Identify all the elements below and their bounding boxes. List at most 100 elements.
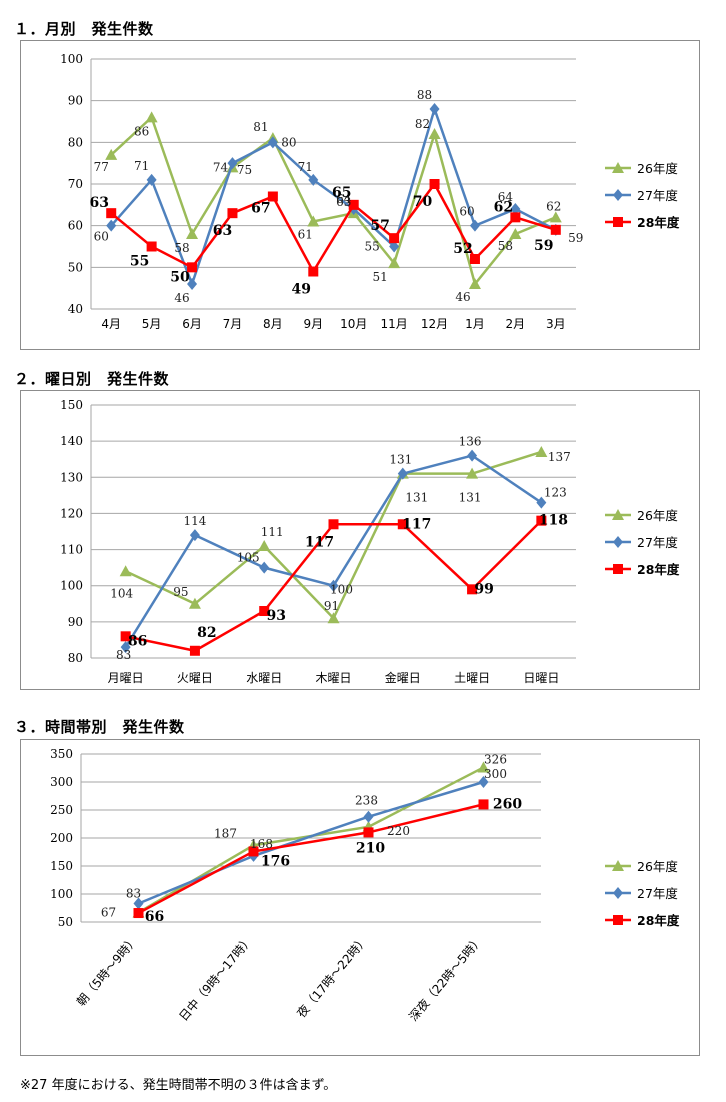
y-tick-label: 50 <box>68 260 83 274</box>
y-tick-label: 40 <box>68 302 83 316</box>
series-line <box>137 803 484 915</box>
legend-marker-diamond <box>613 887 623 899</box>
data-label: 86 <box>128 633 147 649</box>
data-label: 52 <box>453 241 472 257</box>
data-point-square <box>429 179 440 189</box>
data-point-square <box>248 846 259 857</box>
data-label: 82 <box>415 117 430 131</box>
chart2-svg: 80 90 100 110 120 130 140 150 月曜日 火曜日 水曜日 木曜日 金曜日 土曜日… <box>60 398 680 685</box>
x-tick-label: 5月 <box>142 317 162 331</box>
data-point-diamond <box>120 641 131 654</box>
data-label: 137 <box>548 450 571 464</box>
series-line <box>110 115 557 287</box>
legend-label: 26年度 <box>637 859 678 874</box>
data-label: 131 <box>459 491 482 505</box>
data-point-triangle <box>307 215 320 227</box>
data-point-triangle <box>188 597 201 609</box>
chart1-svg: 40 50 60 70 80 90 100 4月 5月 6月 7月 8月 9月 10月 11月 12月 1月 2月… <box>60 52 680 331</box>
data-point-diamond <box>478 776 489 788</box>
data-label: 62 <box>494 199 513 215</box>
data-point-square <box>389 233 400 244</box>
data-label: 136 <box>459 435 482 449</box>
y-tick-label: 140 <box>60 434 83 448</box>
data-point-diamond <box>187 278 198 290</box>
data-label: 63 <box>89 195 108 211</box>
data-label: 65 <box>332 185 351 201</box>
data-point-square <box>146 241 157 252</box>
chart2-panel: 80 90 100 110 120 130 140 150 月曜日 火曜日 水曜日 木曜日 金曜日 土曜日… <box>20 390 700 690</box>
legend-label: 27年度 <box>637 535 678 550</box>
data-label: 300 <box>484 767 507 781</box>
y-tick-label: 60 <box>68 219 83 233</box>
y-tick-label: 50 <box>58 915 73 929</box>
data-point-diamond <box>429 103 440 115</box>
x-tick-label: 月曜日 <box>108 671 144 685</box>
legend-label: 27年度 <box>637 886 678 901</box>
data-label: 60 <box>459 205 474 219</box>
data-label: 46 <box>455 290 470 304</box>
data-point-square <box>308 266 319 277</box>
y-tick-label: 90 <box>68 94 83 108</box>
data-label: 58 <box>174 241 189 255</box>
legend-marker-diamond <box>613 189 623 201</box>
data-point-diamond <box>308 173 319 186</box>
data-label: 59 <box>534 238 553 254</box>
legend-marker-triangle <box>612 509 624 520</box>
data-point-triangle <box>468 278 481 289</box>
data-point-diamond <box>467 449 478 462</box>
y-tick-label: 100 <box>60 579 83 593</box>
x-tick-label: 9月 <box>303 317 323 331</box>
y-tick-label: 300 <box>50 775 73 789</box>
data-label: 123 <box>544 486 567 500</box>
x-tick-label: 火曜日 <box>177 671 213 685</box>
y-tick-label: 350 <box>50 747 73 761</box>
y-tick-label: 150 <box>60 398 83 412</box>
data-label: 75 <box>237 163 252 177</box>
data-label: 80 <box>281 135 296 149</box>
y-tick-label: 150 <box>50 859 73 873</box>
data-label: 67 <box>101 905 116 919</box>
data-label: 86 <box>134 124 149 138</box>
data-point-triangle <box>145 111 158 123</box>
data-label: 66 <box>145 909 164 925</box>
data-label: 131 <box>389 453 412 467</box>
data-label: 83 <box>116 648 131 662</box>
data-point-triangle <box>119 565 132 577</box>
data-label: 55 <box>364 240 379 254</box>
data-label: 117 <box>402 516 431 532</box>
data-point-diamond <box>328 579 339 592</box>
data-label: 118 <box>539 513 568 529</box>
data-point-square <box>133 908 144 919</box>
chart2-title: ２．曜日別 発生件数 <box>14 370 170 388</box>
legend-label: 28年度 <box>637 562 680 577</box>
data-point-diamond <box>267 136 278 149</box>
data-label: 71 <box>134 159 149 173</box>
x-tick-label: 3月 <box>546 317 566 331</box>
data-point-diamond <box>397 467 408 480</box>
legend-marker-square <box>613 217 623 227</box>
data-label: 95 <box>173 585 188 599</box>
data-label: 64 <box>336 192 352 206</box>
x-tick-label: 深夜（22時～5時） <box>406 932 486 1024</box>
data-label: 100 <box>330 583 353 597</box>
data-label: 57 <box>370 218 389 234</box>
x-tick-label: 夜（17時～22時） <box>293 932 370 1020</box>
data-point-triangle <box>549 211 562 223</box>
x-tick-label: 土曜日 <box>454 671 490 685</box>
data-point-triangle <box>535 445 548 457</box>
data-label: 60 <box>94 230 109 244</box>
data-point-square <box>106 208 117 219</box>
data-label: 55 <box>130 254 149 270</box>
y-tick-label: 80 <box>68 135 83 149</box>
y-tick-label: 250 <box>50 803 73 817</box>
data-point-square <box>469 254 480 264</box>
data-point-triangle <box>428 128 441 139</box>
data-point-triangle <box>186 228 199 239</box>
data-point-triangle <box>327 612 340 624</box>
data-point-square <box>348 199 359 210</box>
data-point-diamond <box>259 561 270 574</box>
legend-label: 27年度 <box>637 188 678 203</box>
y-tick-label: 90 <box>68 615 83 629</box>
data-point-diamond <box>536 496 547 509</box>
data-point-diamond <box>363 810 374 823</box>
